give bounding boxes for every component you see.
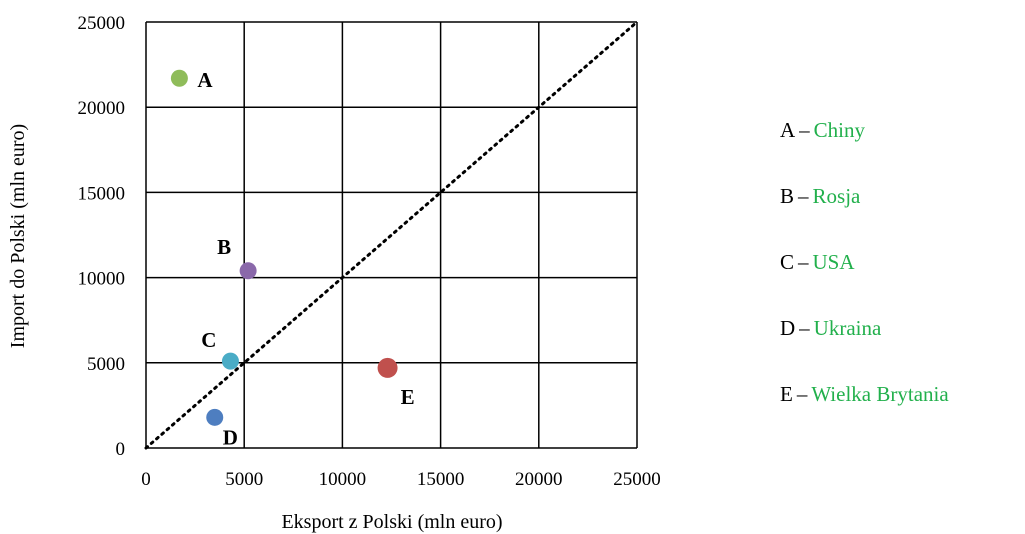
y-tick-label: 20000	[78, 98, 126, 119]
legend-item-b: B – Rosja	[780, 178, 949, 244]
legend-key: A	[780, 118, 796, 142]
legend-separator: –	[798, 184, 809, 208]
y-tick-label: 0	[116, 439, 126, 460]
legend-separator: –	[799, 316, 810, 340]
grid	[145, 21, 638, 449]
legend-key: D	[780, 316, 796, 340]
x-axis-label: Eksport z Polski (mln euro)	[281, 511, 502, 533]
data-point-a	[170, 69, 188, 87]
legend-item-a: A – Chiny	[780, 112, 949, 178]
data-point-b	[239, 262, 257, 280]
x-tick-label: 5000	[225, 469, 263, 490]
legend-key: E	[780, 382, 793, 406]
point-label-c: C	[201, 328, 216, 352]
legend-name: USA	[812, 250, 855, 274]
reference-line	[144, 20, 639, 450]
y-tick-label: 15000	[78, 183, 126, 204]
point-label-b: B	[217, 235, 231, 259]
legend-item-c: C – USA	[780, 244, 949, 310]
y-tick-label: 10000	[78, 269, 126, 290]
x-tick-label: 25000	[613, 469, 661, 490]
y-axis-label: Import do Polski (mln euro)	[7, 124, 29, 348]
data-point-c	[221, 352, 239, 370]
legend-name: Wielka Brytania	[811, 382, 949, 406]
x-tick-label: 20000	[515, 469, 563, 490]
x-tick-label: 10000	[319, 469, 367, 490]
y-tick-label: 25000	[78, 13, 126, 34]
legend-key: C	[780, 250, 795, 274]
legend-item-e: E – Wielka Brytania	[780, 376, 949, 442]
scatter-chart: 0 5000 10000 15000 20000 25000 0 5000 10000 15000…	[7, 13, 661, 533]
x-tick-label: 0	[141, 469, 151, 490]
legend-separator: –	[799, 118, 810, 142]
point-label-a: A	[197, 68, 213, 92]
legend-key: B	[780, 184, 795, 208]
legend-name: Ukraina	[813, 316, 882, 340]
data-point-d	[206, 408, 224, 426]
x-tick-label: 15000	[417, 469, 465, 490]
data-points: A B C D E	[170, 68, 415, 449]
y-tick-label: 5000	[87, 354, 125, 375]
legend-name: Chiny	[813, 118, 866, 142]
point-label-e: E	[401, 385, 415, 409]
tick-labels: 0 5000 10000 15000 20000 25000 0 5000 10000 15000…	[78, 13, 661, 490]
legend: A – Chiny B – Rosja C – USA D – Ukraina E – Wielka…	[780, 112, 949, 442]
legend-item-d: D – Ukraina	[780, 310, 949, 376]
legend-separator: –	[798, 250, 809, 274]
data-point-e	[377, 357, 398, 378]
point-label-d: D	[223, 425, 238, 449]
legend-name: Rosja	[812, 184, 861, 208]
legend-separator: –	[796, 382, 808, 406]
